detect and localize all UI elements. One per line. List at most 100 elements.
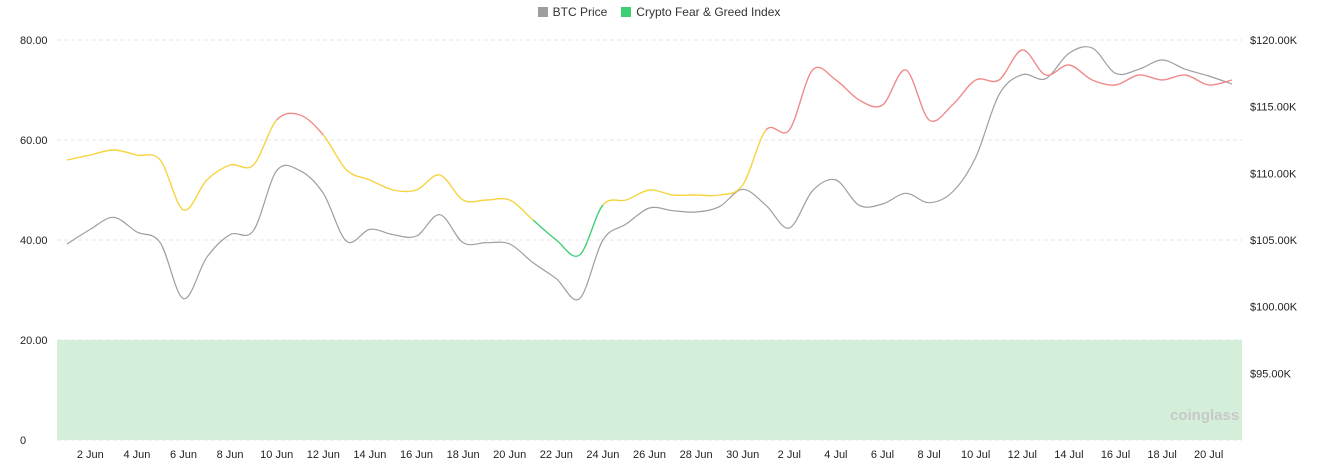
x-axis-tick-label: 8 Jun: [217, 449, 244, 461]
series-segment-fear-greed: [252, 119, 278, 166]
x-axis-tick-label: 20 Jun: [493, 449, 526, 461]
x-axis-tick-label: 10 Jul: [961, 449, 990, 461]
right-axis-tick-label: $110.00K: [1250, 168, 1297, 180]
series-segment-fear-greed: [765, 126, 790, 134]
series-segment-fear-greed: [625, 189, 650, 201]
series-segment-fear-greed: [416, 174, 440, 191]
series-segment-fear-greed: [1138, 74, 1163, 81]
chart-legend: BTC Price Crypto Fear & Greed Index: [0, 5, 1318, 19]
series-segment-fear-greed: [1162, 74, 1186, 81]
legend-label-fear-greed: Crypto Fear & Greed Index: [636, 5, 781, 19]
series-segment-fear-greed: [276, 112, 301, 121]
left-axis-tick-label: 80.00: [20, 35, 48, 47]
series-segment-fear-greed: [812, 66, 837, 81]
x-axis-tick-label: 28 Jun: [680, 449, 713, 461]
right-axis-tick-label: $95.00K: [1250, 368, 1292, 380]
x-axis-tick-label: 30 Jun: [726, 449, 759, 461]
series-segment-fear-greed: [1091, 79, 1116, 86]
series-segment-fear-greed: [1185, 74, 1209, 86]
series-segment-fear-greed: [1115, 74, 1139, 86]
series-segment-fear-greed: [602, 199, 627, 206]
x-axis-tick-label: 10 Jun: [260, 449, 293, 461]
series-segment-fear-greed: [1208, 79, 1233, 86]
left-axis-tick-label: 60.00: [20, 135, 48, 147]
left-axis-tick-label: 20.00: [20, 335, 48, 347]
x-axis-tick-label: 4 Jul: [824, 449, 847, 461]
left-axis-tick-label: 40.00: [20, 235, 48, 247]
right-axis-tick-label: $100.00K: [1250, 302, 1298, 314]
series-segment-fear-greed: [136, 153, 161, 161]
series-segment-fear-greed: [159, 159, 184, 211]
series-layer: [66, 46, 1233, 301]
series-segment-fear-greed: [299, 114, 324, 136]
zone-extreme-fear: [57, 340, 1242, 440]
series-segment-fear-greed: [509, 199, 534, 221]
series-segment-fear-greed: [719, 184, 744, 196]
axis-labels-layer: 0 20.00 40.00 60.00 80.00 $95.00K $100.00K $105…: [20, 35, 1298, 461]
x-axis-tick-label: 22 Jun: [540, 449, 573, 461]
x-axis-tick-label: 14 Jun: [353, 449, 386, 461]
x-axis-tick-label: 16 Jul: [1101, 449, 1130, 461]
series-segment-fear-greed: [322, 134, 348, 171]
grid-layer: [57, 39, 1242, 441]
series-segment-fear-greed: [905, 69, 930, 121]
series-segment-fear-greed: [555, 239, 581, 257]
series-segment-fear-greed: [183, 179, 208, 211]
series-segment-fear-greed: [113, 149, 138, 156]
left-axis-tick-label: 0: [20, 435, 26, 447]
x-axis-tick-label: 6 Jul: [871, 449, 894, 461]
series-segment-fear-greed: [90, 149, 114, 156]
series-segment-fear-greed: [649, 189, 673, 196]
series-segment-fear-greed: [579, 204, 604, 256]
series-segment-fear-greed: [882, 69, 907, 106]
series-segment-fear-greed: [462, 199, 487, 203]
legend-label-btc-price: BTC Price: [552, 5, 608, 19]
x-axis-tick-label: 16 Jun: [400, 449, 433, 461]
x-axis-tick-label: 6 Jun: [170, 449, 197, 461]
series-line-btc-price: [66, 46, 1233, 301]
series-segment-fear-greed: [998, 49, 1023, 81]
series-segment-fear-greed: [835, 79, 860, 101]
series-segment-fear-greed: [788, 69, 814, 131]
right-axis-tick-label: $105.00K: [1250, 235, 1298, 247]
series-segment-fear-greed: [1022, 49, 1046, 76]
x-axis-tick-label: 4 Jun: [123, 449, 150, 461]
series-segment-fear-greed: [858, 99, 883, 108]
series-segment-fear-greed: [229, 163, 254, 169]
x-axis-tick-label: 12 Jul: [1008, 449, 1037, 461]
legend-swatch-fear-greed: [621, 7, 632, 17]
series-segment-fear-greed: [951, 79, 977, 106]
x-axis-tick-label: 18 Jun: [447, 449, 480, 461]
series-segment-fear-greed: [369, 179, 394, 191]
x-axis-tick-label: 24 Jun: [586, 449, 619, 461]
right-axis-tick-label: $120.00K: [1250, 35, 1298, 47]
series-segment-fear-greed: [975, 78, 1000, 83]
series-segment-fear-greed: [742, 129, 767, 186]
x-axis-tick-label: 26 Jun: [633, 449, 666, 461]
series-segment-fear-greed: [393, 189, 417, 193]
series-segment-fear-greed: [696, 194, 720, 197]
x-axis-tick-label: 2 Jun: [77, 449, 104, 461]
x-axis-tick-label: 18 Jul: [1147, 449, 1176, 461]
x-axis-tick-label: 2 Jul: [778, 449, 801, 461]
x-axis-tick-label: 20 Jul: [1194, 449, 1223, 461]
series-segment-fear-greed: [1045, 64, 1069, 76]
series-segment-fear-greed: [206, 164, 231, 181]
series-segment-fear-greed: [439, 174, 464, 201]
right-axis-tick-label: $115.00K: [1250, 102, 1297, 114]
x-axis-tick-label: 12 Jun: [307, 449, 340, 461]
watermark-text: coinglass: [1170, 407, 1239, 424]
series-segment-fear-greed: [346, 169, 371, 181]
zone-layer: [57, 340, 1242, 440]
x-axis-tick-label: 14 Jul: [1054, 449, 1083, 461]
series-segment-fear-greed: [1068, 64, 1093, 81]
series-segment-fear-greed: [486, 197, 510, 201]
legend-item-btc-price[interactable]: BTC Price: [537, 5, 608, 19]
legend-item-fear-greed[interactable]: Crypto Fear & Greed Index: [621, 5, 780, 19]
series-segment-fear-greed: [928, 104, 953, 123]
x-axis-tick-label: 8 Jul: [917, 449, 940, 461]
series-segment-fear-greed: [532, 219, 557, 241]
legend-swatch-btc-price: [537, 7, 548, 17]
series-segment-fear-greed: [66, 154, 91, 161]
